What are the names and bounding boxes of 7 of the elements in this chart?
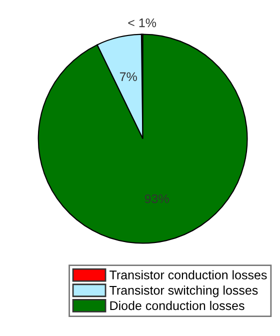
pie-slice	[38, 34, 248, 244]
data-label: < 1%	[128, 18, 156, 28]
data-label: 93%	[144, 194, 169, 204]
legend-label: Transistor conduction losses	[110, 270, 267, 280]
data-label: 7%	[120, 72, 137, 82]
legend-label: Transistor switching losses	[110, 286, 258, 298]
legend-label: Diode conduction losses	[110, 300, 244, 310]
